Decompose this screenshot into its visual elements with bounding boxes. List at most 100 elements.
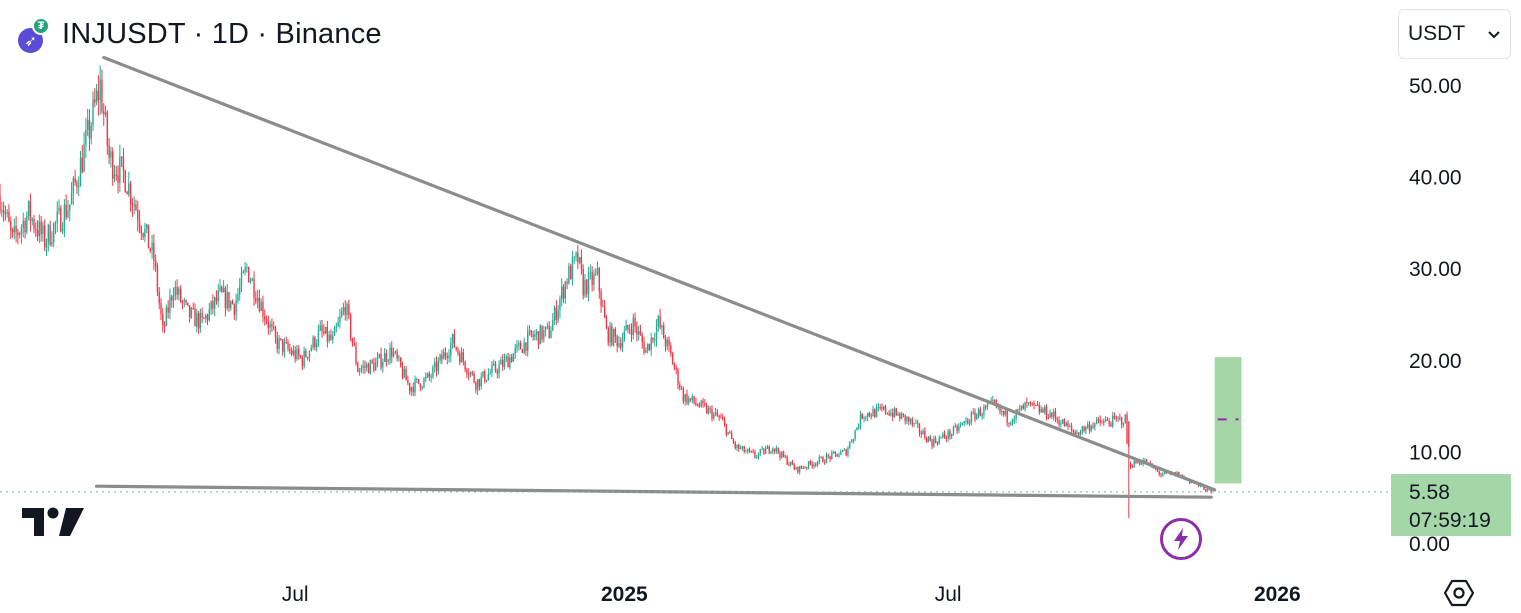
- candle-body: [18, 233, 21, 236]
- candle-body: [246, 267, 248, 269]
- candle-body: [1133, 461, 1135, 468]
- flash-icon[interactable]: [1160, 518, 1202, 560]
- settings-icon[interactable]: [1442, 578, 1476, 613]
- candle-body: [970, 412, 973, 423]
- candle-body: [798, 466, 801, 473]
- candle-body: [104, 112, 107, 115]
- candle-body: [951, 434, 953, 437]
- candle-body: [924, 430, 926, 439]
- price-axis[interactable]: 0.00 10.00 20.00 30.00 40.00 50.00 5.58 07:59:1…: [1391, 75, 1511, 556]
- candle-body: [557, 310, 559, 321]
- candle-body: [149, 248, 151, 251]
- candle-body: [813, 464, 815, 467]
- candle-body: [265, 319, 268, 323]
- candle-body: [727, 432, 729, 435]
- candle-body: [1094, 423, 1096, 428]
- candle-body: [446, 356, 448, 359]
- candle-body: [385, 353, 388, 362]
- candle-body: [927, 436, 930, 443]
- candle-body: [45, 242, 48, 248]
- candle-body: [763, 448, 765, 454]
- candle-body: [1, 210, 3, 212]
- candle-body: [124, 171, 126, 192]
- candle-body: [809, 461, 812, 464]
- candle-body: [40, 221, 42, 235]
- candle-body: [865, 417, 867, 419]
- candle-body: [863, 417, 865, 419]
- candle-body: [886, 412, 889, 414]
- candle-body: [553, 307, 556, 321]
- price-tick-label: 30.00: [1409, 258, 1462, 281]
- symbol-title[interactable]: INJUSDT · 1D · Binance: [62, 17, 382, 50]
- candle-body: [1124, 414, 1126, 424]
- candle-body: [900, 413, 903, 419]
- candle-body: [589, 272, 592, 274]
- candle-body: [460, 352, 463, 363]
- candle-body: [1002, 410, 1005, 415]
- candle-body: [890, 412, 892, 416]
- candle-body: [679, 384, 681, 389]
- candle-body: [1083, 426, 1085, 431]
- candle-body: [99, 79, 101, 100]
- currency-selector[interactable]: USDT: [1398, 9, 1511, 59]
- candle-body: [972, 412, 974, 414]
- candle-body: [512, 353, 515, 362]
- candle-body: [722, 417, 724, 421]
- candle-body: [1140, 463, 1143, 465]
- candle-body: [895, 408, 897, 415]
- candle-body: [500, 359, 502, 365]
- candle-body: [967, 420, 969, 424]
- candle-body: [219, 286, 221, 291]
- candle-body: [153, 242, 155, 261]
- time-axis[interactable]: Jul 2025 Jul 2026: [282, 583, 1301, 606]
- candle-body: [450, 343, 452, 356]
- currency-label: USDT: [1408, 22, 1466, 45]
- time-tick-label: 2026: [1254, 583, 1301, 606]
- candle-body: [857, 426, 860, 428]
- tradingview-logo[interactable]: [22, 505, 86, 544]
- candle-body: [1044, 406, 1046, 413]
- candle-body: [44, 225, 46, 248]
- candle-body: [54, 222, 57, 224]
- candle-body: [56, 211, 58, 223]
- time-tick-label: Jul: [935, 583, 962, 606]
- candle-body: [278, 338, 280, 349]
- candle-body: [920, 432, 922, 435]
- candle-body: [412, 387, 414, 393]
- candle-body: [271, 324, 273, 327]
- candle-body: [240, 273, 243, 287]
- candle-body: [773, 448, 776, 451]
- candle-body: [317, 330, 320, 344]
- candle-body: [172, 295, 175, 301]
- candle-body: [253, 278, 255, 299]
- candle-body: [535, 331, 538, 335]
- candle-body: [308, 350, 311, 358]
- candle-body: [752, 451, 754, 453]
- candle-body: [607, 327, 609, 343]
- candle-body: [439, 354, 441, 361]
- candle-body: [22, 220, 24, 228]
- price-tick-label: 0.00: [1409, 533, 1450, 556]
- candle-body: [827, 455, 829, 457]
- candle-body: [301, 357, 304, 367]
- candle-body: [707, 408, 710, 414]
- candle-body: [117, 175, 119, 183]
- candle-body: [482, 371, 484, 377]
- candle-body: [992, 399, 994, 401]
- candle-body: [274, 328, 277, 338]
- candle-body: [654, 339, 656, 341]
- candle-body: [24, 220, 26, 233]
- candle-body: [108, 145, 110, 158]
- candle-body: [671, 353, 674, 365]
- candle-body: [788, 464, 790, 466]
- candle-body: [1051, 412, 1053, 417]
- candle-body: [1052, 411, 1055, 417]
- candle-body: [378, 353, 380, 358]
- candle-body: [120, 156, 123, 158]
- candle-body: [162, 314, 164, 326]
- candle-body: [784, 456, 787, 458]
- candle-body: [339, 316, 341, 323]
- candle-body: [639, 331, 642, 336]
- candle-body: [877, 407, 880, 409]
